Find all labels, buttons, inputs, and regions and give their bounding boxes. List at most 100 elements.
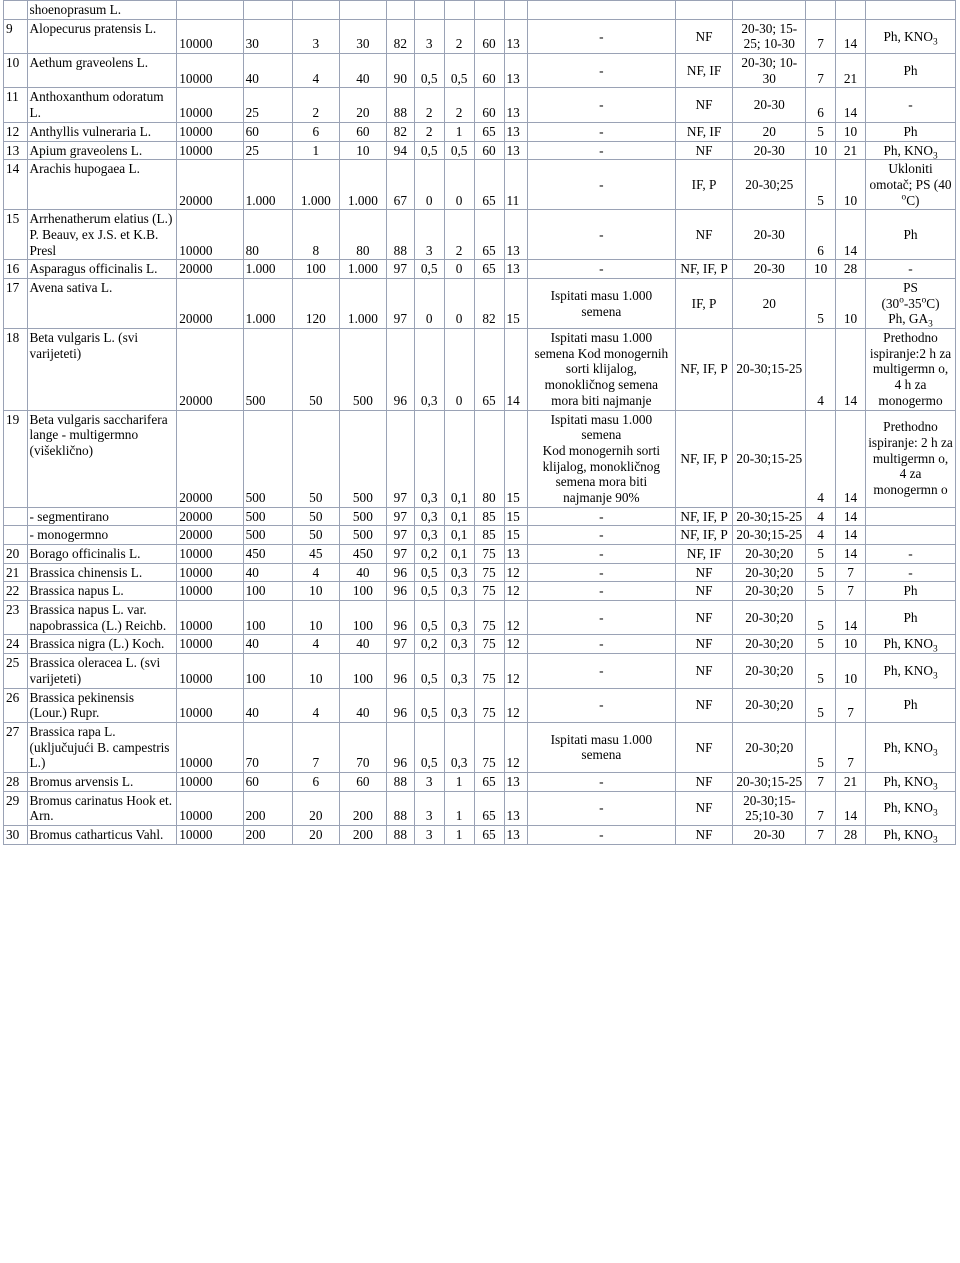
col-8 <box>414 1 444 20</box>
col-9: 0,1 <box>444 545 474 564</box>
treatment: Prethodno ispiranje:2 h za multigermn o,… <box>866 329 956 410</box>
species-name: Aethum graveolens L. <box>27 54 177 88</box>
col-3: 10000 <box>177 19 243 53</box>
final-count: 14 <box>836 410 866 507</box>
col-4 <box>243 1 292 20</box>
col-11: 13 <box>504 122 528 141</box>
col-8: 2 <box>414 122 444 141</box>
substrate: NF <box>675 722 733 772</box>
col-4: 100 <box>243 582 292 601</box>
temperature: 20-30;20 <box>733 635 806 654</box>
first-count: 4 <box>806 410 836 507</box>
col-11: 15 <box>504 526 528 545</box>
col-3: 20000 <box>177 410 243 507</box>
substrate: NF <box>675 601 733 635</box>
col-11: 15 <box>504 507 528 526</box>
col-4: 100 <box>243 601 292 635</box>
col-7: 97 <box>386 635 414 654</box>
col-6: 40 <box>339 563 386 582</box>
col-9: 0,3 <box>444 582 474 601</box>
col-5: 50 <box>292 507 339 526</box>
row-index: 25 <box>4 654 28 688</box>
final-count: 28 <box>836 826 866 845</box>
first-count: 10 <box>806 260 836 279</box>
col-4: 40 <box>243 54 292 88</box>
row-index: 24 <box>4 635 28 654</box>
col-4: 500 <box>243 507 292 526</box>
final-count <box>836 1 866 20</box>
col-10: 75 <box>474 654 504 688</box>
table-row: 26Brassica pekinensis (Lour.) Rupr.10000… <box>4 688 956 722</box>
col-4: 1.000 <box>243 279 292 329</box>
col-4: 40 <box>243 688 292 722</box>
col-7 <box>386 1 414 20</box>
note: - <box>528 526 676 545</box>
col-9: 0 <box>444 260 474 279</box>
col-11: 13 <box>504 19 528 53</box>
col-7: 96 <box>386 582 414 601</box>
col-10: 65 <box>474 826 504 845</box>
col-7: 88 <box>386 791 414 825</box>
col-9: 0 <box>444 329 474 410</box>
col-10: 85 <box>474 526 504 545</box>
note: - <box>528 141 676 160</box>
first-count: 4 <box>806 329 836 410</box>
col-3: 10000 <box>177 545 243 564</box>
col-4: 100 <box>243 654 292 688</box>
col-10: 65 <box>474 160 504 210</box>
col-5: 10 <box>292 601 339 635</box>
table-row: 19Beta vulgaris saccharifera lange - mul… <box>4 410 956 507</box>
col-7: 96 <box>386 329 414 410</box>
col-6: 70 <box>339 722 386 772</box>
row-index: 29 <box>4 791 28 825</box>
temperature: 20-30;20 <box>733 545 806 564</box>
col-3: 10000 <box>177 654 243 688</box>
treatment <box>866 507 956 526</box>
col-4: 60 <box>243 122 292 141</box>
row-index: 12 <box>4 122 28 141</box>
species-name: Avena sativa L. <box>27 279 177 329</box>
row-index: 27 <box>4 722 28 772</box>
col-9: 1 <box>444 826 474 845</box>
col-7: 96 <box>386 563 414 582</box>
table-row: - monogermno2000050050500970,30,18515-NF… <box>4 526 956 545</box>
treatment: Ph <box>866 122 956 141</box>
col-8: 0,2 <box>414 545 444 564</box>
substrate: NF <box>675 826 733 845</box>
col-11 <box>504 1 528 20</box>
col-10: 75 <box>474 688 504 722</box>
col-8: 3 <box>414 772 444 791</box>
treatment: Ph, KNO3 <box>866 141 956 160</box>
col-8: 0,5 <box>414 54 444 88</box>
treatment: Ph, KNO3 <box>866 635 956 654</box>
col-9: 0,3 <box>444 563 474 582</box>
col-6: 80 <box>339 210 386 260</box>
first-count: 5 <box>806 122 836 141</box>
col-5: 4 <box>292 688 339 722</box>
species-name: Brassica chinensis L. <box>27 563 177 582</box>
species-name: Alopecurus pratensis L. <box>27 19 177 53</box>
table-row: 16Asparagus officinalis L.200001.0001001… <box>4 260 956 279</box>
col-7: 97 <box>386 545 414 564</box>
row-index: 13 <box>4 141 28 160</box>
table-row: 20Borago officinalis L.1000045045450970,… <box>4 545 956 564</box>
species-name: Brassica rapa L. (uključujući B. campest… <box>27 722 177 772</box>
note: Ispitati masu 1.000 semena <box>528 722 676 772</box>
col-8: 0,3 <box>414 329 444 410</box>
col-8: 0,5 <box>414 141 444 160</box>
col-5 <box>292 1 339 20</box>
temperature: 20-30;20 <box>733 582 806 601</box>
first-count: 4 <box>806 507 836 526</box>
species-name: Brassica pekinensis (Lour.) Rupr. <box>27 688 177 722</box>
species-name: Asparagus officinalis L. <box>27 260 177 279</box>
col-4: 25 <box>243 141 292 160</box>
species-name: Arachis hupogaea L. <box>27 160 177 210</box>
treatment: - <box>866 545 956 564</box>
note: - <box>528 122 676 141</box>
final-count: 14 <box>836 88 866 122</box>
col-7: 96 <box>386 601 414 635</box>
row-index <box>4 526 28 545</box>
final-count: 14 <box>836 19 866 53</box>
temperature: 20-30 <box>733 210 806 260</box>
first-count: 5 <box>806 654 836 688</box>
